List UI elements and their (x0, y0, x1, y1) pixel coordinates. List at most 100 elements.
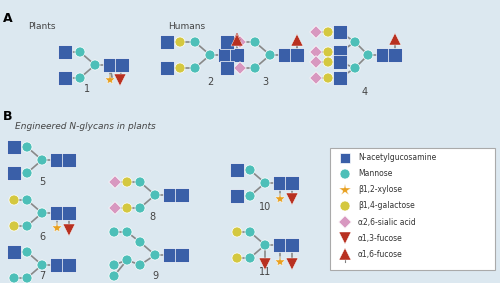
Circle shape (340, 169, 350, 179)
Circle shape (37, 208, 47, 218)
FancyBboxPatch shape (230, 48, 244, 62)
FancyBboxPatch shape (62, 206, 76, 220)
FancyBboxPatch shape (333, 55, 347, 69)
Circle shape (122, 203, 132, 213)
FancyBboxPatch shape (330, 148, 495, 270)
Circle shape (135, 203, 145, 213)
Circle shape (75, 47, 85, 57)
FancyBboxPatch shape (285, 238, 299, 252)
FancyBboxPatch shape (376, 48, 390, 62)
FancyBboxPatch shape (220, 35, 234, 49)
Circle shape (122, 177, 132, 187)
FancyBboxPatch shape (50, 258, 64, 272)
Circle shape (135, 237, 145, 247)
Circle shape (135, 177, 145, 187)
Text: Engineered N-glycans in plants: Engineered N-glycans in plants (15, 122, 156, 131)
FancyBboxPatch shape (230, 189, 244, 203)
Text: 9: 9 (152, 271, 158, 281)
FancyBboxPatch shape (50, 206, 64, 220)
Circle shape (9, 221, 19, 231)
Circle shape (260, 240, 270, 250)
Text: Plants: Plants (28, 22, 56, 31)
FancyBboxPatch shape (230, 163, 244, 177)
Text: A: A (3, 12, 13, 25)
Text: β1,2-xylose: β1,2-xylose (358, 185, 402, 194)
Text: B: B (3, 110, 13, 123)
Circle shape (350, 37, 360, 47)
FancyBboxPatch shape (388, 48, 402, 62)
Circle shape (9, 195, 19, 205)
FancyBboxPatch shape (175, 248, 189, 262)
Circle shape (232, 253, 242, 263)
Circle shape (250, 63, 260, 73)
FancyBboxPatch shape (115, 58, 129, 72)
Circle shape (122, 255, 132, 265)
Text: α2,6-sialic acid: α2,6-sialic acid (358, 218, 416, 226)
Text: 7: 7 (39, 271, 45, 281)
Text: β1,4-galactose: β1,4-galactose (358, 201, 415, 211)
FancyBboxPatch shape (338, 216, 351, 228)
Text: 6: 6 (39, 232, 45, 242)
FancyBboxPatch shape (218, 48, 232, 62)
Circle shape (265, 50, 275, 60)
Circle shape (22, 221, 32, 231)
Circle shape (75, 73, 85, 83)
FancyBboxPatch shape (160, 35, 174, 49)
Circle shape (340, 201, 350, 211)
Circle shape (323, 47, 333, 57)
Circle shape (260, 178, 270, 188)
Circle shape (109, 271, 119, 281)
Circle shape (205, 50, 215, 60)
FancyBboxPatch shape (278, 48, 292, 62)
FancyBboxPatch shape (108, 201, 122, 214)
Circle shape (150, 250, 160, 260)
Circle shape (245, 227, 255, 237)
FancyBboxPatch shape (163, 188, 177, 202)
FancyBboxPatch shape (163, 248, 177, 262)
FancyBboxPatch shape (333, 25, 347, 39)
Text: α1,3-fucose: α1,3-fucose (358, 233, 403, 243)
Circle shape (9, 273, 19, 283)
FancyBboxPatch shape (175, 188, 189, 202)
FancyBboxPatch shape (234, 62, 246, 74)
Text: 4: 4 (362, 87, 368, 97)
FancyBboxPatch shape (7, 140, 21, 154)
Circle shape (190, 37, 200, 47)
FancyBboxPatch shape (7, 245, 21, 259)
FancyBboxPatch shape (62, 153, 76, 167)
Circle shape (122, 227, 132, 237)
FancyBboxPatch shape (103, 58, 117, 72)
Circle shape (22, 142, 32, 152)
Circle shape (323, 57, 333, 67)
Circle shape (22, 273, 32, 283)
Text: α1,6-fucose: α1,6-fucose (358, 250, 403, 258)
Circle shape (250, 37, 260, 47)
Circle shape (90, 60, 100, 70)
FancyBboxPatch shape (160, 61, 174, 75)
FancyBboxPatch shape (333, 71, 347, 85)
FancyBboxPatch shape (50, 153, 64, 167)
FancyBboxPatch shape (62, 258, 76, 272)
FancyBboxPatch shape (220, 61, 234, 75)
Circle shape (37, 155, 47, 165)
Text: 5: 5 (39, 177, 45, 187)
Circle shape (22, 195, 32, 205)
Circle shape (323, 73, 333, 83)
FancyBboxPatch shape (310, 56, 322, 68)
Circle shape (37, 260, 47, 270)
Circle shape (190, 63, 200, 73)
Circle shape (232, 227, 242, 237)
Text: 1: 1 (84, 84, 90, 94)
FancyBboxPatch shape (273, 238, 287, 252)
Circle shape (245, 191, 255, 201)
Text: Mannose: Mannose (358, 170, 392, 179)
Circle shape (22, 168, 32, 178)
FancyBboxPatch shape (310, 26, 322, 38)
FancyBboxPatch shape (310, 72, 322, 84)
Circle shape (175, 37, 185, 47)
Circle shape (109, 260, 119, 270)
Circle shape (363, 50, 373, 60)
Circle shape (22, 247, 32, 257)
FancyBboxPatch shape (108, 176, 122, 188)
FancyBboxPatch shape (7, 166, 21, 180)
